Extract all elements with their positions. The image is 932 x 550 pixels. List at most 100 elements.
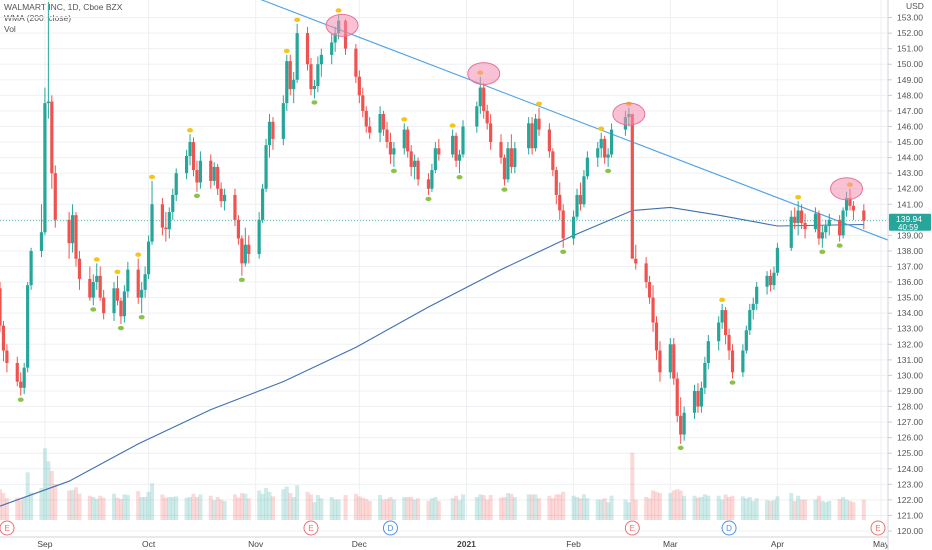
volume-bar bbox=[668, 493, 673, 520]
volume-bar bbox=[671, 490, 676, 520]
candle bbox=[668, 338, 672, 379]
volume-bar bbox=[530, 494, 535, 520]
volume-bar bbox=[281, 489, 286, 520]
candle-body bbox=[796, 210, 800, 223]
candle bbox=[281, 95, 285, 146]
earnings-marker-letter: E bbox=[630, 524, 635, 533]
candle-body bbox=[851, 205, 856, 211]
fractal-low-marker bbox=[311, 100, 318, 105]
volume-bar bbox=[730, 495, 735, 520]
candle bbox=[502, 154, 507, 186]
candle-body bbox=[848, 198, 852, 206]
candle bbox=[482, 82, 486, 119]
price-tick-label: 129.00 bbox=[897, 386, 923, 396]
resistance-trendline[interactable] bbox=[259, 0, 889, 241]
volume-bar bbox=[150, 483, 155, 520]
candle-body bbox=[402, 129, 406, 149]
candle-body bbox=[388, 142, 393, 155]
time-tick-label[interactable]: Dec bbox=[352, 539, 368, 549]
candle-body bbox=[654, 322, 659, 351]
candle-body bbox=[126, 269, 130, 292]
time-tick-label[interactable]: Apr bbox=[771, 539, 784, 549]
volume-bar bbox=[474, 497, 479, 520]
volume-bar bbox=[630, 452, 635, 520]
volume-bar bbox=[112, 493, 117, 520]
grid bbox=[0, 0, 888, 532]
candle bbox=[437, 138, 441, 161]
dividend-marker-letter: D bbox=[726, 524, 732, 533]
trendline-touch-circle[interactable] bbox=[325, 13, 359, 37]
candle bbox=[720, 303, 724, 329]
candle bbox=[768, 269, 773, 292]
dividend-marker[interactable] bbox=[721, 520, 737, 536]
time-tick-label[interactable]: Mar bbox=[663, 539, 678, 549]
candle bbox=[416, 157, 420, 186]
candle bbox=[820, 226, 824, 248]
last-price-badge[interactable] bbox=[889, 213, 931, 231]
candle bbox=[95, 263, 99, 290]
time-tick-label[interactable]: Sep bbox=[37, 539, 52, 549]
candle-body bbox=[233, 194, 237, 220]
volume-bar bbox=[4, 498, 9, 520]
time-tick-label[interactable]: Oct bbox=[142, 539, 156, 549]
time-tick-label[interactable]: Nov bbox=[248, 539, 264, 549]
earnings-marker[interactable] bbox=[624, 520, 640, 536]
volume-bar bbox=[22, 497, 27, 520]
volume-bar bbox=[312, 502, 317, 520]
candle bbox=[672, 338, 676, 385]
volume-bar bbox=[353, 493, 358, 520]
trendline[interactable] bbox=[259, 0, 889, 241]
candle-body bbox=[824, 226, 828, 233]
candle-body bbox=[385, 129, 389, 143]
last-price-label: 139.94 bbox=[896, 214, 922, 224]
touch-circles[interactable] bbox=[325, 13, 864, 201]
time-tick-label[interactable]: May bbox=[873, 539, 890, 549]
price-tick-label: 137.00 bbox=[897, 262, 923, 272]
candle bbox=[357, 70, 361, 104]
time-tick-label[interactable]: Feb bbox=[566, 539, 581, 549]
fractal-low-marker bbox=[677, 445, 684, 451]
trendline-touch-circle[interactable] bbox=[830, 177, 864, 201]
fractal-high-marker bbox=[335, 8, 342, 13]
candle bbox=[551, 148, 555, 177]
candle-body bbox=[571, 216, 576, 239]
candle bbox=[53, 165, 57, 228]
candle-body bbox=[609, 129, 614, 155]
price-tick-label: 130.00 bbox=[897, 370, 923, 380]
candle-body bbox=[599, 138, 603, 149]
trendline-touch-circle[interactable] bbox=[467, 62, 501, 86]
fractal-low-marker bbox=[238, 277, 245, 283]
candle-body bbox=[475, 106, 479, 127]
candle bbox=[775, 243, 780, 276]
candle bbox=[102, 289, 106, 320]
candle bbox=[219, 182, 223, 208]
volume-bar bbox=[357, 496, 362, 520]
candle-body bbox=[741, 350, 745, 373]
candle-body bbox=[188, 142, 192, 157]
candle-body bbox=[582, 176, 586, 205]
earnings-marker[interactable] bbox=[870, 520, 886, 536]
trendline-touch-circle[interactable] bbox=[612, 102, 646, 126]
volume-bar bbox=[360, 497, 365, 520]
time-axis[interactable]: Sep Oct Nov Dec 2021 Feb Mar Apr May bbox=[0, 536, 890, 549]
dividend-marker[interactable] bbox=[382, 520, 398, 536]
candle bbox=[222, 188, 227, 211]
volume-bar bbox=[450, 498, 455, 520]
volume-bar bbox=[215, 497, 220, 520]
earnings-marker-letter: E bbox=[875, 524, 880, 533]
candle-body bbox=[430, 170, 434, 189]
candle-body bbox=[0, 288, 2, 326]
earnings-marker[interactable] bbox=[0, 520, 15, 536]
volume-bar bbox=[461, 494, 466, 520]
candle bbox=[406, 126, 410, 158]
candle-body bbox=[451, 135, 455, 155]
time-tick-label[interactable]: 2021 bbox=[457, 539, 476, 549]
fractal-high-marker bbox=[135, 252, 142, 257]
earnings-marker[interactable] bbox=[303, 520, 319, 536]
volume-bar bbox=[606, 502, 611, 520]
candle-body bbox=[675, 378, 679, 416]
candle-body bbox=[827, 219, 831, 227]
